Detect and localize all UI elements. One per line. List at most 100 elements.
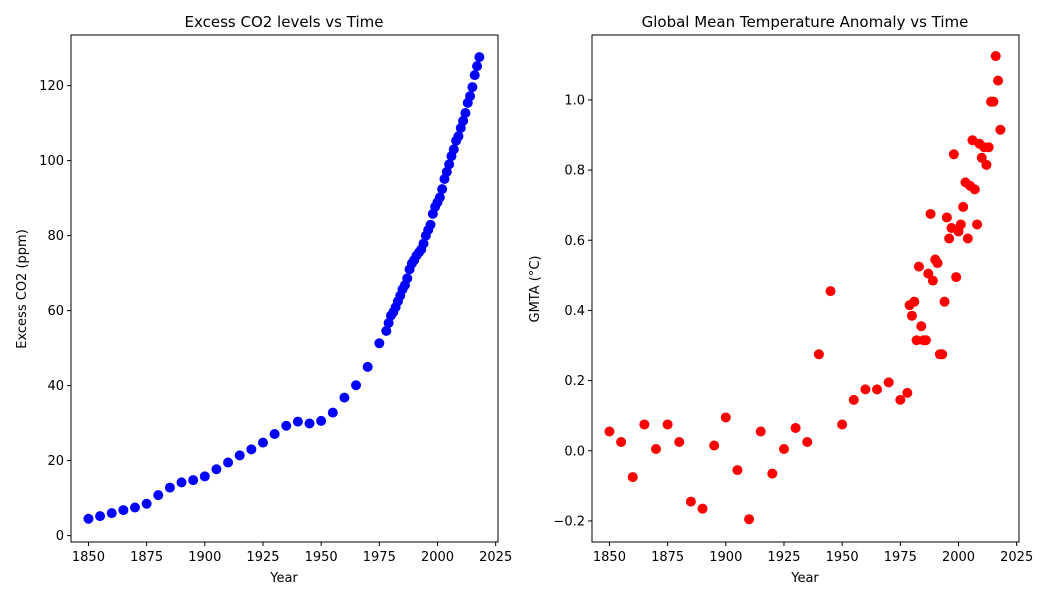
gmta-data-point [627,472,638,483]
co2-data-point [444,159,455,170]
gmta-data-point [604,426,615,437]
co2-data-point [351,380,362,391]
gmta-data-point [813,349,824,360]
gmta-data-point [616,437,627,448]
co2-data-point [141,498,152,509]
co2-data-point [129,502,140,513]
co2-data-point [434,192,445,203]
gmta-y-tick-label: 0.0 [564,444,585,459]
co2-data-point [95,511,106,522]
gmta-data-point [944,233,955,244]
gmta-data-point [872,384,883,395]
co2-data-point [458,115,469,126]
gmta-x-tick-label: 2000 [942,550,975,565]
gmta-data-point [993,75,1004,86]
gmta-data-point [902,387,913,398]
gmta-x-tick-label: 2025 [1000,550,1033,565]
co2-data-point [118,505,129,516]
co2-data-point [292,416,303,427]
gmta-data-point [911,335,922,346]
co2-data-point [234,450,245,461]
co2-y-tick-label: 120 [39,79,64,94]
gmta-data-point [895,394,906,405]
co2-data-point [460,108,471,118]
gmta-data-point [995,124,1006,135]
gmta-data-point [662,419,673,430]
co2-y-tick-label: 40 [47,379,64,394]
gmta-data-point [920,335,931,346]
gmta-data-point [925,208,936,219]
co2-y-tick-label: 60 [47,304,64,319]
co2-x-tick-label: 2000 [421,550,454,565]
co2-x-tick-label: 2025 [479,550,512,565]
co2-data-point [316,415,327,426]
gmta-data-point [837,419,848,430]
gmta-points [604,51,1006,525]
co2-data-point [453,131,464,142]
gmta-chart-title: Global Mean Temperature Anomaly vs Time [642,13,969,31]
gmta-data-point [937,349,948,360]
co2-data-point [246,444,257,455]
co2-data-point [269,429,280,439]
co2-data-point [83,513,94,524]
co2-data-point [437,184,448,195]
co2-data-point [448,144,459,155]
co2-chart: Excess CO2 levels vs Time Year Excess CO… [15,13,512,586]
gmta-data-point [767,468,778,479]
co2-data-point [472,61,483,72]
co2-data-point [153,490,164,501]
gmta-data-point [927,275,938,286]
gmta-data-point [744,514,755,525]
gmta-data-point [697,503,708,514]
co2-ticks: 1850 1875 1900 1925 1950 1975 2000 2025 0 20 40 60 8… [39,79,512,565]
co2-data-point [199,471,210,482]
co2-data-point [425,219,436,230]
co2-data-point [164,482,175,493]
co2-data-point [418,238,429,249]
co2-data-point [211,464,222,475]
gmta-data-point [755,426,766,437]
gmta-data-point [962,233,973,244]
co2-data-point [176,477,187,488]
gmta-data-point [958,201,969,212]
gmta-data-point [976,152,987,163]
co2-x-axis-label: Year [269,571,298,586]
co2-data-point [469,70,480,81]
co2-data-point [441,166,452,177]
gmta-x-tick-label: 1975 [884,550,917,565]
gmta-data-point [981,159,992,170]
gmta-data-point [913,261,924,272]
gmta-data-point [720,412,731,423]
co2-data-point [362,361,373,372]
co2-data-point [402,273,413,284]
co2-data-point [374,338,385,349]
gmta-data-point [948,149,959,160]
co2-data-point [281,420,292,431]
co2-data-point [467,82,478,93]
gmta-y-tick-label: 0.6 [564,234,585,249]
gmta-data-point [732,465,743,476]
gmta-x-tick-label: 1850 [593,550,626,565]
co2-y-tick-label: 80 [47,229,64,244]
gmta-data-point [969,184,980,195]
co2-data-point [339,392,350,403]
gmta-data-point [674,437,685,448]
gmta-data-point [983,142,994,153]
gmta-data-point [972,219,983,230]
co2-x-tick-label: 1900 [188,550,221,565]
co2-x-tick-label: 1875 [130,550,163,565]
co2-points [83,52,485,524]
co2-x-tick-label: 1975 [363,550,396,565]
gmta-data-point [825,286,836,297]
gmta-data-point [802,437,813,448]
gmta-data-point [790,422,801,433]
co2-data-point [188,475,199,486]
co2-data-point [106,508,117,519]
gmta-data-point [709,440,720,451]
co2-x-tick-label: 1850 [72,550,105,565]
gmta-data-point [778,444,789,455]
co2-x-tick-label: 1925 [246,550,279,565]
gmta-plot-frame [591,34,1020,543]
gmta-data-point [951,272,962,283]
